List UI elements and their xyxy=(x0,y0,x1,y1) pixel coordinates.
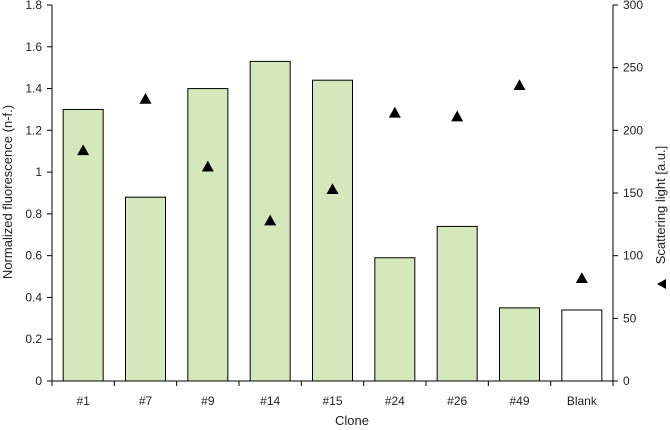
scatter-point-#15 xyxy=(326,183,339,195)
x-axis-title: Clone xyxy=(335,413,369,428)
y-axis-title: Normalized fluorescence (n-f.) xyxy=(0,105,15,279)
y-tick-label: 0.4 xyxy=(25,290,42,304)
y2-tick-label: 100 xyxy=(623,249,643,263)
scatter-point-#1 xyxy=(77,144,90,156)
axes-layer xyxy=(47,4,618,386)
y-tick-label: 0 xyxy=(35,374,42,388)
x-tick-label: #1 xyxy=(76,394,90,408)
y-tick-label: 1.4 xyxy=(25,82,42,96)
x-tick-label: #49 xyxy=(509,394,529,408)
y2-axis-title: Scattering light [a.u.] xyxy=(653,146,668,265)
bar-#26 xyxy=(436,225,478,382)
y2-title-triangle xyxy=(657,279,666,289)
ticks-layer: #1 #7 #9 #14 #15 #24 #26 #49 Blank 0 0.2 0.4 0.6 0.8 1… xyxy=(25,0,643,408)
bars-layer xyxy=(62,60,603,382)
scatter-point-#14 xyxy=(264,214,277,226)
scatter-point-#9 xyxy=(201,160,214,172)
bar-Blank xyxy=(561,309,603,382)
scatter-point-#24 xyxy=(388,106,401,118)
markers-layer xyxy=(77,79,588,284)
scatter-point-#26 xyxy=(451,110,464,122)
bar-#24 xyxy=(374,257,416,382)
y-tick-label: 0.8 xyxy=(25,207,42,221)
y2-tick-label: 300 xyxy=(623,0,643,12)
x-tick-label: #14 xyxy=(260,394,280,408)
x-tick-label: #7 xyxy=(139,394,153,408)
y-tick-label: 1.2 xyxy=(25,123,42,137)
x-tick-label: Blank xyxy=(567,394,598,408)
y-tick-label: 1.6 xyxy=(25,40,42,54)
x-tick-label: #24 xyxy=(385,394,405,408)
y2-axis-title-triangle-marker xyxy=(657,279,666,289)
x-tick-label: #15 xyxy=(322,394,342,408)
bar-#49 xyxy=(499,307,540,382)
x-tick-label: #9 xyxy=(201,394,215,408)
scatter-point-#49 xyxy=(513,79,526,91)
bar-#15 xyxy=(312,79,353,382)
y-tick-label: 1 xyxy=(35,165,42,179)
y2-tick-label: 50 xyxy=(623,311,637,325)
x-tick-label: #26 xyxy=(447,394,467,408)
y-tick-label: 0.6 xyxy=(25,249,42,263)
y2-tick-label: 0 xyxy=(623,374,630,388)
y-tick-label: 1.8 xyxy=(25,0,42,12)
bar-#9 xyxy=(187,88,229,382)
scatter-point-Blank xyxy=(575,272,588,284)
y2-tick-label: 150 xyxy=(623,186,643,200)
y2-tick-label: 250 xyxy=(623,61,643,75)
y2-tick-label: 200 xyxy=(623,123,643,137)
bar-#7 xyxy=(125,196,166,382)
y-tick-label: 0.2 xyxy=(25,332,42,346)
scatter-point-#7 xyxy=(139,93,152,104)
